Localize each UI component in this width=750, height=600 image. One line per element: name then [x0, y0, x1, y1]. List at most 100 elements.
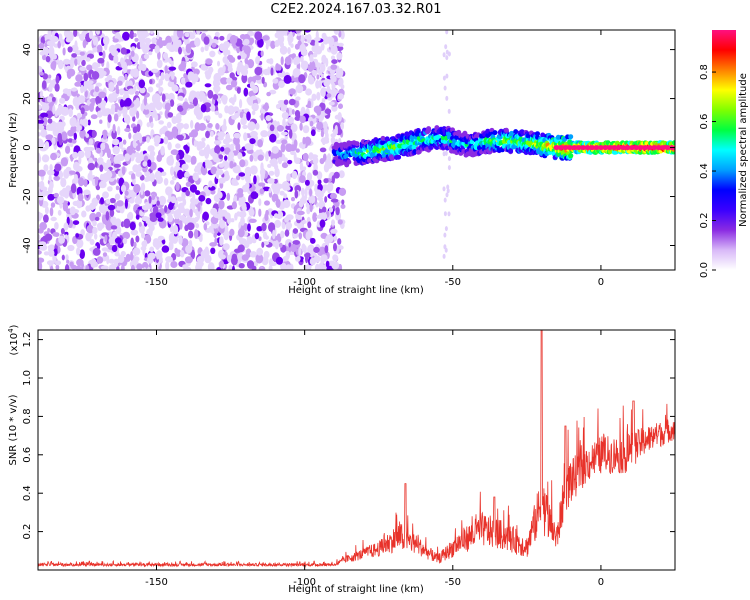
spectrogram-cell [316, 121, 324, 130]
spectrogram-cell [337, 219, 343, 225]
spectrogram-cell [298, 200, 304, 208]
spectrogram-cell [167, 214, 174, 223]
spectrogram-cell [182, 198, 187, 206]
spectrogram-cell [185, 181, 192, 187]
spectrogram-cell [141, 261, 149, 270]
spectrogram-cell [337, 93, 345, 100]
spectrogram-cell [100, 100, 107, 107]
spectrogram-cell [164, 205, 168, 213]
spectrogram-cell [284, 56, 292, 66]
spectrogram-cell [322, 206, 327, 213]
spectrogram-cell [172, 224, 179, 235]
spectrogram-cell [291, 197, 295, 202]
spectrogram-cell [287, 30, 296, 33]
spectrogram-cell [195, 208, 199, 216]
spectrogram-cell [146, 122, 151, 128]
spectrogram-cell [88, 138, 94, 146]
spectrogram-cell [142, 108, 150, 115]
spectrogram-cell [122, 112, 128, 118]
spectrogram-cell [83, 189, 91, 196]
spectrogram-cell [593, 145, 600, 151]
spectrogram-cell [309, 54, 314, 63]
spectrogram-cell [281, 112, 289, 120]
spectrogram-cell [164, 73, 170, 82]
spectrogram-cell [92, 36, 97, 46]
spectrogram-cell [225, 138, 233, 143]
spectrogram-cell [117, 126, 121, 136]
spectrogram-cell [568, 153, 574, 159]
spectrogram-cell [165, 256, 173, 263]
spectrogram-cell [217, 187, 221, 196]
spectrogram-cell [330, 55, 336, 61]
spectrogram-cell [153, 135, 161, 145]
spectrogram-cell [447, 165, 451, 171]
spectrogram-cell [168, 45, 176, 53]
spectrogram-cell [113, 113, 119, 122]
spectrogram-cell [247, 236, 253, 245]
spectrogram-cell [187, 104, 195, 109]
spectrogram-cell [133, 241, 137, 248]
spectrogram-cell [132, 139, 137, 148]
spectrogram-cell [242, 124, 248, 130]
spectrogram-cell [134, 37, 139, 42]
spectrogram-cell [254, 122, 260, 130]
spectrogram-cell [133, 33, 137, 38]
spectrogram-cell [110, 216, 117, 224]
spectrogram-cell [211, 42, 217, 48]
spectrogram-cell [86, 64, 93, 71]
spectrogram-cell [664, 145, 671, 151]
spectrogram-cell [105, 170, 113, 179]
spectrogram-cell [92, 226, 98, 235]
spectrogram-cell [108, 81, 115, 92]
spectrogram-cell [205, 130, 210, 139]
spectrogram-cell [76, 199, 83, 209]
spectrogram-cell [442, 253, 446, 259]
spectrogram-cell [205, 160, 213, 169]
spectrogram-cell [92, 247, 101, 256]
spectrogram-cell [82, 39, 87, 49]
spectrogram-cell [112, 38, 119, 43]
spectrogram-cell [282, 199, 291, 208]
spectrogram-cell [130, 264, 135, 270]
spectrogram-cell [38, 241, 47, 248]
spectrogram-cell [275, 63, 280, 71]
spectrogram-cell [303, 30, 311, 33]
spectrogram-cell [203, 36, 210, 45]
spectrogram-cell [277, 157, 283, 165]
spectrogram-cell [47, 227, 51, 234]
spectrogram-cell [182, 264, 189, 269]
spectrogram-cell [299, 175, 306, 184]
spectrogram-cell [175, 181, 180, 191]
spectrogram-cell [277, 72, 283, 77]
spectrogram-cell [247, 223, 251, 232]
spectrogram-cell [215, 123, 220, 130]
spectrogram-cell [124, 73, 128, 81]
spectrogram-cell [90, 258, 97, 269]
spectrogram-cell [300, 42, 306, 52]
spectrogram-cell [149, 215, 158, 223]
spectrogram-cell [132, 115, 136, 122]
spectrogram-cell [115, 226, 122, 235]
spectrogram-cell [38, 132, 41, 137]
spectrogram-cell [318, 262, 324, 270]
spectrogram-cell [77, 193, 84, 202]
spectrogram-cell [233, 132, 241, 139]
spectrogram-cell [169, 99, 175, 107]
spectrogram-cell [264, 102, 269, 112]
snr-x-tick-label: -50 [445, 577, 461, 588]
spectrogram-cell [238, 172, 246, 177]
spectrogram-cell [75, 233, 79, 238]
spectrogram-cell [48, 83, 53, 93]
spectrogram-cell [56, 121, 65, 129]
spectrogram-cell [295, 148, 300, 153]
spectrogram-cell [89, 169, 93, 178]
spectrogram-cell [251, 238, 257, 244]
spectrogram-cell [67, 244, 75, 252]
spectrogram-cell [317, 179, 322, 185]
spectrogram-cell [155, 101, 163, 111]
spectrogram-cell [163, 136, 169, 145]
spectrogram-cell [49, 164, 53, 172]
spectrogram-cell [535, 131, 540, 137]
spectrogram-cell [116, 80, 123, 86]
spectrogram-cell [266, 91, 271, 97]
